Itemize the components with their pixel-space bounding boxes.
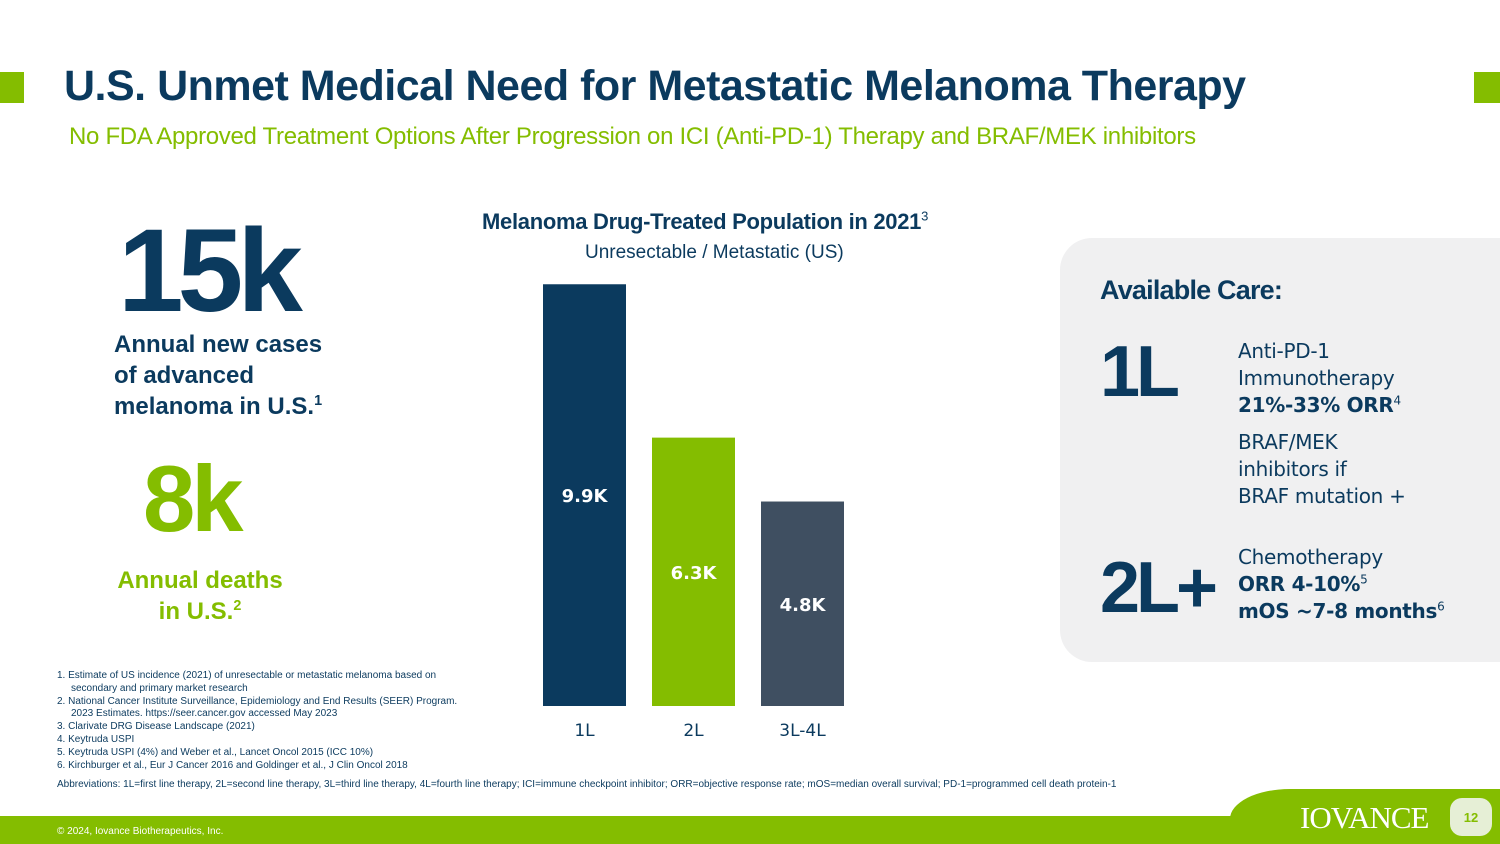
second-line-orr-ref: 5 [1360,572,1368,587]
cases-label-line2: of advanced [114,362,255,389]
deaths-stat-label: Annual deaths in U.S.2 [112,565,288,627]
bar-1l [543,284,626,706]
chart-title: Melanoma Drug-Treated Population in 2021… [482,209,928,235]
page-number: 12 [1450,798,1492,836]
braf-description: BRAF/MEK inhibitors if BRAF mutation + [1238,429,1406,510]
second-line-description: Chemotherapy ORR 4-10%5 mOS ~7-8 months6 [1238,544,1445,625]
footnote-item: 3. Clarivate DRG Disease Landscape (2021… [57,721,255,733]
footer-bar [0,816,1500,844]
first-line-orr-ref: 4 [1393,393,1402,408]
footnote-item: 5. Keytruda USPI (4%) and Weber et al., … [57,746,374,758]
chart-title-ref: 3 [921,208,929,224]
second-line-mos-ref: 6 [1437,599,1445,614]
second-line-item1: Chemotherapy [1238,545,1383,569]
first-line-item2: Immunotherapy [1238,366,1395,390]
footnote-item: 2. National Cancer Institute Surveillanc… [57,695,458,720]
footnotes-list: 1. Estimate of US incidence (2021) of un… [57,670,477,772]
second-line-label: 2L+ [1100,548,1218,628]
care-title: Available Care: [1100,275,1283,305]
footnote-item: 6. Kirchburger et al., Eur J Cancer 2016… [57,759,408,771]
x-tick-label: 1L [574,721,595,741]
chart-title-text: Melanoma Drug-Treated Population in 2021 [482,209,922,234]
second-line-orr: ORR 4-10%5 [1238,571,1444,598]
deaths-label-line2-text: in U.S. [158,598,234,625]
bar-chart: 9.9K 1L 6.3K 2L 4.8K 3L-4L [543,284,844,741]
bar-3l-4l [761,501,844,706]
cases-stat-value: 15k [118,205,303,337]
first-line-item1: Anti-PD-1 [1238,339,1330,363]
second-line-orr-text: ORR 4-10% [1238,572,1361,596]
deaths-label-line2: in U.S.2 [112,596,288,627]
chart-subtitle: Unresectable / Metastatic (US) [585,242,844,263]
braf-line2: inhibitors if [1238,457,1347,481]
braf-line1: BRAF/MEK [1238,430,1338,454]
first-line-description: Anti-PD-1 Immunotherapy 21%-33% ORR4 [1238,338,1401,419]
footnote-item: 1. Estimate of US incidence (2021) of un… [57,670,437,694]
copyright-text: © 2024, Iovance Biotherapeutics, Inc. [57,826,224,837]
page-subtitle: No FDA Approved Treatment Options After … [69,123,1196,150]
cases-stat-label: Annual new cases of advanced melanoma in… [114,329,322,422]
cases-footnote-ref: 1 [314,393,323,409]
bar-data-label: 6.3K [671,563,718,584]
braf-line3: BRAF mutation + [1238,484,1406,508]
cases-label-line3-text: melanoma in U.S. [114,393,315,420]
second-line-mos-text: mOS ~7-8 months [1238,599,1438,623]
deaths-stat-value: 8k [143,446,244,551]
first-line-orr: 21%-33% ORR4 [1238,392,1401,419]
bar-2l [652,437,735,706]
x-tick-label: 3L-4L [779,721,826,741]
right-accent-bar [1474,72,1500,103]
available-care-panel [1060,238,1500,662]
left-accent-bar [0,72,24,103]
bar-data-label: 9.9K [562,486,609,507]
abbreviations-text: Abbreviations: 1L=first line therapy, 2L… [57,779,1117,790]
footnote-item: 4. Keytruda USPI [57,733,135,745]
deaths-label-line1: Annual deaths [117,567,283,594]
bar-data-label: 4.8K [780,595,827,616]
first-line-label: 1L [1100,332,1180,412]
iovance-logo: IOVANCE [1300,800,1429,835]
cases-label-line1: Annual new cases [114,331,323,358]
cases-label-line3: melanoma in U.S.1 [114,391,322,422]
page-title: U.S. Unmet Medical Need for Metastatic M… [64,62,1246,110]
x-tick-label: 2L [683,721,704,741]
first-line-orr-text: 21%-33% ORR [1238,393,1394,417]
second-line-mos: mOS ~7-8 months6 [1238,598,1445,625]
deaths-footnote-ref: 2 [233,598,242,614]
